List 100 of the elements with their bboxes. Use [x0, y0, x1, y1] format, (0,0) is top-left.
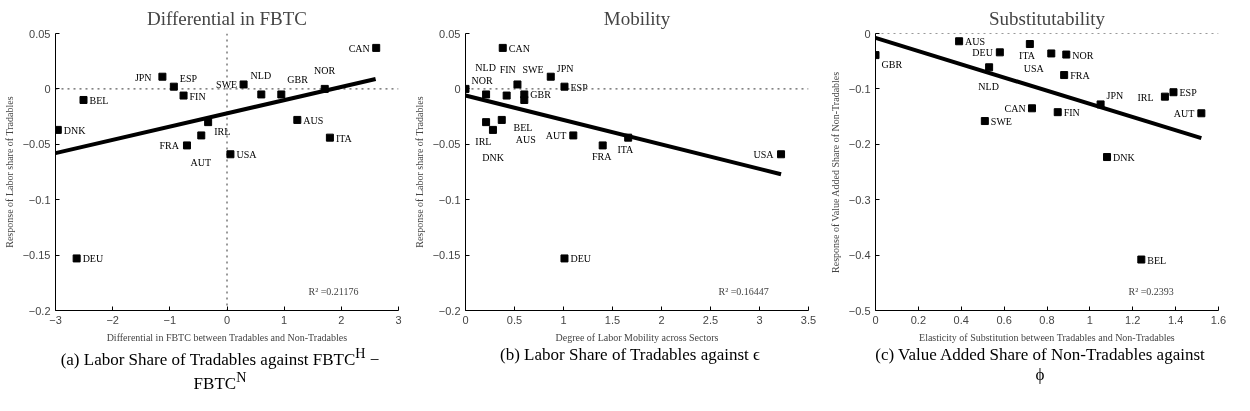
annotation: JPN	[134, 71, 152, 83]
y-tick-label: 0	[44, 82, 51, 95]
annotation: FIN	[1063, 107, 1080, 119]
annotation: BEL	[89, 94, 109, 106]
y-tick-label: 0	[454, 82, 461, 95]
x-tick-label: 0.6	[996, 313, 1012, 326]
annotation: USA	[753, 149, 775, 161]
x-tick-label: 1	[560, 313, 567, 326]
text: (a) Labor Share of Tradables against FBTC$^{H}$ − FBTC$^{N}$	[60, 345, 380, 393]
y-tick-label: −0.2	[28, 304, 51, 317]
annotation: JPN	[1106, 90, 1124, 102]
annotation: SWE	[990, 116, 1012, 128]
y-tick-label: 0.05	[439, 27, 461, 40]
annotation: BEL	[1147, 254, 1167, 266]
annotation: DNK	[1113, 152, 1136, 164]
annotation: FRA	[159, 140, 180, 152]
x-tick-label: −1	[163, 313, 177, 326]
x-tick-label: 1	[1086, 313, 1093, 326]
y-tick-label: −0.15	[22, 249, 51, 262]
annotation: GBR	[530, 89, 552, 101]
x-tick-label: 1	[281, 313, 288, 326]
x-tick-label: 1.2	[1125, 313, 1141, 326]
annotation: R² =0.16447	[718, 285, 769, 297]
annotation: IRL	[214, 126, 231, 138]
x-tick-label: 0	[872, 313, 879, 326]
annotation: DEU	[972, 47, 994, 59]
x-tick-label: 0.8	[1039, 313, 1055, 326]
y-axis-title: Response of Labor share of Tradables	[413, 96, 425, 248]
annotation: R² =0.2393	[1128, 285, 1174, 297]
annotation: FIN	[189, 90, 206, 102]
x-tick-label: 2.5	[702, 313, 719, 326]
annotation: AUT	[190, 157, 212, 169]
annotation: AUT	[1173, 108, 1195, 120]
text: (c) Value Added Share of Non-Tradables against ϕ	[875, 345, 1205, 385]
annotation: ESP	[570, 81, 589, 93]
annotation: NOR	[314, 64, 336, 76]
y-tick-label: −0.1	[28, 193, 51, 206]
x-tick-label: −2	[106, 313, 119, 326]
annotation: NLD	[978, 81, 999, 93]
x-tick-label: 3	[395, 313, 402, 326]
y-axis-title: Response of Value Added Share of Non-Tradables	[829, 71, 841, 273]
x-axis-title: Degree of Labor Mobility across Sectors	[555, 331, 719, 343]
annotation: GBR	[881, 59, 903, 71]
x-tick-label: −3	[49, 313, 62, 326]
x-axis-title: Differential in FBTC between Tradables and Non-Tradables	[106, 331, 348, 343]
annotation: GBR	[287, 74, 309, 86]
x-tick-label: 3.5	[800, 313, 817, 326]
annotation: AUS	[515, 133, 536, 145]
annotation: NLD	[250, 70, 272, 82]
y-axis-title: Response of Labor share of Tradables	[3, 96, 15, 248]
annotation: NOR	[1072, 49, 1094, 61]
chart-title: Mobility	[603, 7, 671, 29]
annotation: IRL	[475, 136, 492, 148]
x-tick-label: 3	[756, 313, 763, 326]
annotation: AUS	[965, 36, 986, 48]
annotation: BEL	[513, 121, 533, 133]
x-tick-label: 1.6	[1210, 313, 1227, 326]
annotation: NLD	[475, 62, 496, 74]
annotation: AUT	[545, 130, 567, 142]
annotation: CAN	[348, 42, 370, 54]
annotation: ITA	[1019, 50, 1036, 62]
x-tick-label: 0.2	[910, 313, 927, 326]
annotation: FRA	[591, 151, 613, 163]
annotation: USA	[236, 149, 258, 161]
x-tick-label: 1.5	[604, 313, 621, 326]
annotation: JPN	[556, 62, 574, 74]
annotation: FRA	[1070, 70, 1091, 82]
x-tick-label: 0	[223, 313, 231, 326]
y-tick-label: −0.15	[432, 249, 461, 262]
y-tick-label: −0.1	[848, 82, 871, 95]
annotation: IRL	[1137, 91, 1154, 103]
x-axis-title: Elasticity of Substitution between Tradables and Non-Tradables	[919, 331, 1175, 343]
annotation: ITA	[617, 143, 635, 155]
annotation: USA	[1023, 63, 1045, 75]
y-tick-label: −0.4	[848, 249, 871, 262]
y-tick-label: −0.2	[848, 138, 871, 151]
annotation: ESP	[1179, 87, 1198, 99]
y-tick-label: −0.05	[22, 138, 51, 151]
x-tick-label: 0.4	[953, 313, 969, 326]
y-tick-label: 0	[864, 27, 871, 40]
annotation: R² =0.21176	[308, 285, 359, 297]
annotation: DEU	[82, 253, 104, 265]
annotation: ESP	[179, 72, 198, 84]
chart-title: Substitutability	[988, 7, 1106, 29]
annotation: SWE	[216, 79, 238, 91]
x-tick-label: 2	[338, 313, 345, 326]
chart-title: Differential in FBTC	[146, 7, 308, 29]
y-tick-label: −0.5	[848, 304, 871, 317]
annotation: NOR	[471, 74, 493, 86]
annotation: DNK	[63, 124, 87, 136]
y-tick-label: −0.05	[432, 138, 461, 151]
y-tick-label: −0.1	[438, 193, 461, 206]
annotation: SWE	[522, 64, 544, 76]
x-tick-label: 0.5	[506, 313, 523, 326]
text: (b) Labor Share of Tradables against ϵ	[499, 345, 761, 365]
annotation: DEU	[570, 253, 592, 265]
annotation: DNK	[482, 151, 505, 163]
annotation: ITA	[335, 132, 353, 144]
y-tick-label: −0.3	[848, 193, 871, 206]
y-tick-label: −0.2	[438, 304, 461, 317]
